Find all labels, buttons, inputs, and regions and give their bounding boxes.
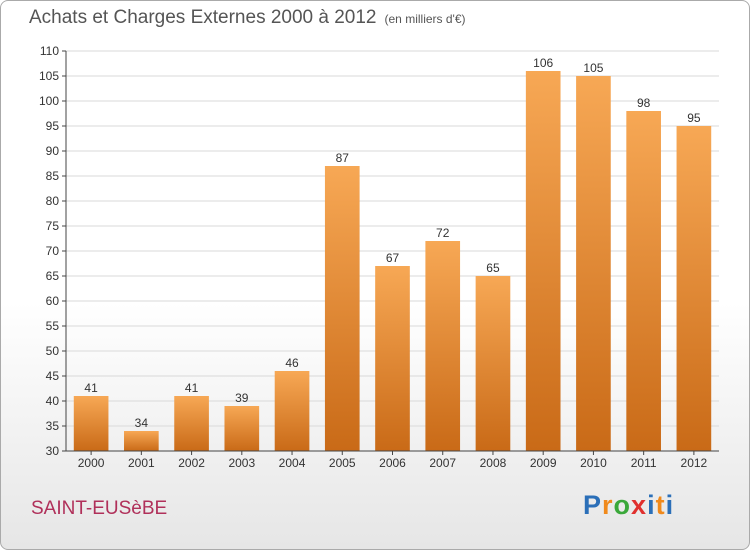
y-tick-label: 40 (46, 394, 60, 408)
y-tick-label: 70 (46, 244, 60, 258)
logo-letter: i (647, 490, 656, 520)
y-tick-label: 110 (40, 44, 59, 58)
y-tick-label: 95 (46, 119, 60, 133)
x-tick-label: 2007 (429, 456, 456, 470)
y-tick-label: 55 (46, 319, 60, 333)
bar-value-label: 67 (386, 251, 400, 265)
y-tick-label: 65 (46, 269, 60, 283)
y-tick-label: 90 (46, 144, 60, 158)
x-tick-label: 2005 (329, 456, 356, 470)
bar-value-label: 34 (135, 416, 149, 430)
x-tick-label: 2003 (228, 456, 255, 470)
logo-letter: x (631, 490, 648, 520)
y-tick-label: 105 (39, 69, 59, 83)
logo-letter: t (655, 490, 666, 520)
bar (174, 396, 209, 451)
bar (375, 266, 410, 451)
bar-value-label: 95 (687, 111, 701, 125)
bar-value-label: 106 (533, 56, 553, 70)
commune-name: SAINT-EUSèBE (31, 498, 168, 519)
bar (124, 431, 159, 451)
x-tick-label: 2004 (279, 456, 306, 470)
bar (576, 76, 611, 451)
bar-value-label: 39 (235, 391, 249, 405)
chart-subtitle: (en milliers d'€) (384, 12, 466, 26)
bar-value-label: 65 (486, 261, 500, 275)
bar-value-label: 87 (336, 151, 350, 165)
bar-value-label: 41 (84, 381, 98, 395)
x-tick-label: 2006 (379, 456, 406, 470)
y-tick-label: 30 (46, 444, 60, 458)
logo-letter: i (665, 490, 675, 520)
x-tick-label: 2011 (631, 456, 657, 470)
bar (73, 396, 109, 451)
bar-value-label: 98 (637, 96, 651, 110)
x-tick-label: 2009 (530, 456, 557, 470)
bar-value-label: 72 (436, 226, 450, 240)
logo-letter: P (583, 490, 603, 520)
x-tick-label: 2000 (78, 456, 105, 470)
y-tick-label: 45 (46, 369, 60, 383)
bar (626, 111, 661, 451)
logo-letter: o (613, 490, 632, 520)
y-tick-label: 100 (39, 94, 59, 108)
bar (425, 241, 461, 451)
bar (475, 276, 511, 451)
y-tick-label: 85 (46, 169, 60, 183)
y-tick-label: 75 (46, 219, 60, 233)
bar (676, 126, 712, 451)
x-tick-label: 2010 (580, 456, 607, 470)
x-tick-label: 2008 (480, 456, 507, 470)
proxiti-logo[interactable]: Proxiti (583, 490, 674, 521)
bar (274, 371, 310, 451)
x-tick-label: 2002 (178, 456, 205, 470)
x-tick-label: 2001 (128, 456, 155, 470)
bar (224, 406, 260, 451)
y-tick-label: 50 (46, 344, 60, 358)
logo-letter: r (602, 490, 614, 520)
chart-title: Achats et Charges Externes 2000 à 2012 (e… (29, 7, 466, 29)
y-tick-label: 35 (46, 419, 60, 433)
bar (324, 166, 360, 451)
y-tick-label: 80 (46, 194, 60, 208)
bar-value-label: 46 (285, 356, 299, 370)
bar-value-label: 105 (583, 61, 603, 75)
x-tick-label: 2012 (681, 456, 708, 470)
chart-title-text: Achats et Charges Externes 2000 à 2012 (29, 7, 377, 28)
bar-value-label: 41 (185, 381, 199, 395)
y-tick-label: 60 (46, 294, 60, 308)
bar (525, 71, 561, 451)
